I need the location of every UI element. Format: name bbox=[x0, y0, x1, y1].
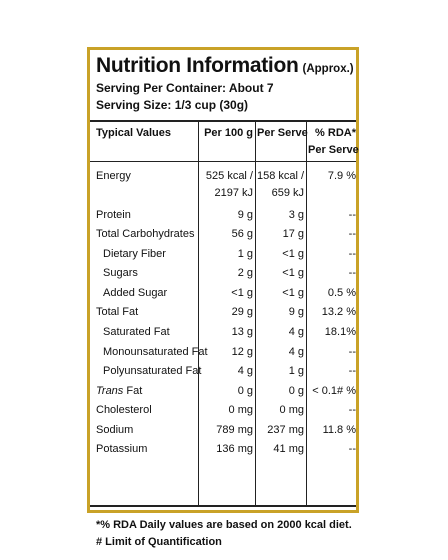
header-perserve: Per Serve bbox=[257, 127, 308, 139]
row-label: Potassium bbox=[96, 443, 148, 455]
row-label: Cholesterol bbox=[96, 404, 152, 416]
serving-per-container: Serving Per Container: About 7 bbox=[96, 81, 274, 95]
row-perserve: 41 mg bbox=[273, 443, 304, 455]
row-label: Protein bbox=[96, 209, 131, 221]
row-per100: 12 g bbox=[231, 346, 253, 358]
row-rda: -- bbox=[348, 346, 356, 358]
row-per100: 2 g bbox=[237, 267, 253, 279]
row-perserve: <1 g bbox=[282, 287, 304, 299]
column-divider-1 bbox=[198, 121, 199, 505]
header-rda-line1: % RDA* bbox=[315, 127, 356, 139]
row-per100: 9 g bbox=[237, 209, 253, 221]
column-divider-3 bbox=[306, 121, 307, 505]
row-rda: < 0.1# % bbox=[312, 385, 356, 397]
footnote-rda: *% RDA Daily values are based on 2000 kc… bbox=[96, 519, 352, 531]
row-rda: 11.8 % bbox=[322, 424, 356, 436]
row-label: Saturated Fat bbox=[103, 326, 170, 338]
header-per100: Per 100 g bbox=[204, 127, 253, 139]
title-note: (Approx.) bbox=[302, 63, 354, 75]
row-label: Dietary Fiber bbox=[103, 248, 166, 260]
row-rda: -- bbox=[348, 443, 356, 455]
divider-top bbox=[90, 120, 356, 122]
row-perserve: 17 g bbox=[282, 228, 304, 240]
row-label-trans-italic: Trans bbox=[96, 385, 124, 397]
row-perserve: 9 g bbox=[288, 306, 304, 318]
row-rda: -- bbox=[348, 404, 356, 416]
row-energy-label: Energy bbox=[96, 170, 131, 182]
column-divider-2 bbox=[255, 121, 256, 505]
row-perserve: <1 g bbox=[282, 267, 304, 279]
row-label: Sodium bbox=[96, 424, 134, 436]
nutrition-panel: Nutrition Information (Approx.) Serving P… bbox=[87, 47, 359, 548]
row-label: Sugars bbox=[103, 267, 138, 279]
row-per100: 0 g bbox=[237, 385, 253, 397]
row-per100: 4 g bbox=[237, 365, 253, 377]
serving-size: Serving Size: 1/3 cup (30g) bbox=[96, 98, 249, 112]
row-perserve: 0 g bbox=[288, 385, 304, 397]
row-per100: 13 g bbox=[231, 326, 253, 338]
row-label-trans-rest: Fat bbox=[123, 385, 143, 397]
row-energy-perserve-kj: 659 kJ bbox=[271, 187, 304, 199]
row-rda: -- bbox=[348, 365, 356, 377]
footnote-loq: # Limit of Quantification bbox=[96, 536, 222, 548]
row-energy-perserve-kcal: 158 kcal / bbox=[257, 170, 305, 182]
row-rda: 13.2 % bbox=[321, 306, 356, 318]
row-per100: 1 g bbox=[237, 248, 253, 260]
row-rda: 18.1% bbox=[324, 326, 356, 338]
row-rda: -- bbox=[348, 209, 356, 221]
row-rda: -- bbox=[348, 228, 356, 240]
row-per100: 0 mg bbox=[228, 404, 253, 416]
row-energy-rda: 7.9 % bbox=[327, 170, 356, 182]
row-perserve: 1 g bbox=[288, 365, 304, 377]
row-perserve: 4 g bbox=[288, 326, 304, 338]
divider-bottom bbox=[90, 505, 356, 507]
row-rda: 0.5 % bbox=[327, 287, 356, 299]
row-per100: 789 mg bbox=[216, 424, 253, 436]
row-perserve: 237 mg bbox=[267, 424, 304, 436]
row-label: Total Fat bbox=[96, 306, 139, 318]
header-typical: Typical Values bbox=[96, 127, 172, 139]
row-per100: 136 mg bbox=[216, 443, 253, 455]
row-perserve: 4 g bbox=[288, 346, 304, 358]
row-rda: -- bbox=[348, 248, 356, 260]
row-label-trans: Trans Fat bbox=[96, 385, 142, 397]
row-label: Total Carbohydrates bbox=[96, 228, 195, 240]
title-text: Nutrition Information bbox=[96, 54, 299, 77]
row-energy-per100-kj: 2197 kJ bbox=[214, 187, 253, 199]
row-per100: 56 g bbox=[231, 228, 253, 240]
divider-header bbox=[90, 161, 356, 162]
row-perserve: <1 g bbox=[282, 248, 304, 260]
nutrition-content: Nutrition Information (Approx.) Serving P… bbox=[90, 50, 359, 548]
row-per100: <1 g bbox=[231, 287, 253, 299]
row-energy-per100-kcal: 525 kcal / bbox=[205, 170, 253, 182]
row-per100: 29 g bbox=[231, 306, 253, 318]
row-label: Polyunsaturated Fat bbox=[103, 365, 202, 377]
row-label: Added Sugar bbox=[103, 287, 168, 299]
row-label: Monounsaturated Fat bbox=[103, 346, 208, 358]
row-perserve: 3 g bbox=[288, 209, 304, 221]
header-rda-line2: Per Serve bbox=[308, 144, 359, 156]
row-rda: -- bbox=[348, 267, 356, 279]
row-perserve: 0 mg bbox=[279, 404, 304, 416]
panel-title: Nutrition Information (Approx.) bbox=[96, 54, 354, 78]
